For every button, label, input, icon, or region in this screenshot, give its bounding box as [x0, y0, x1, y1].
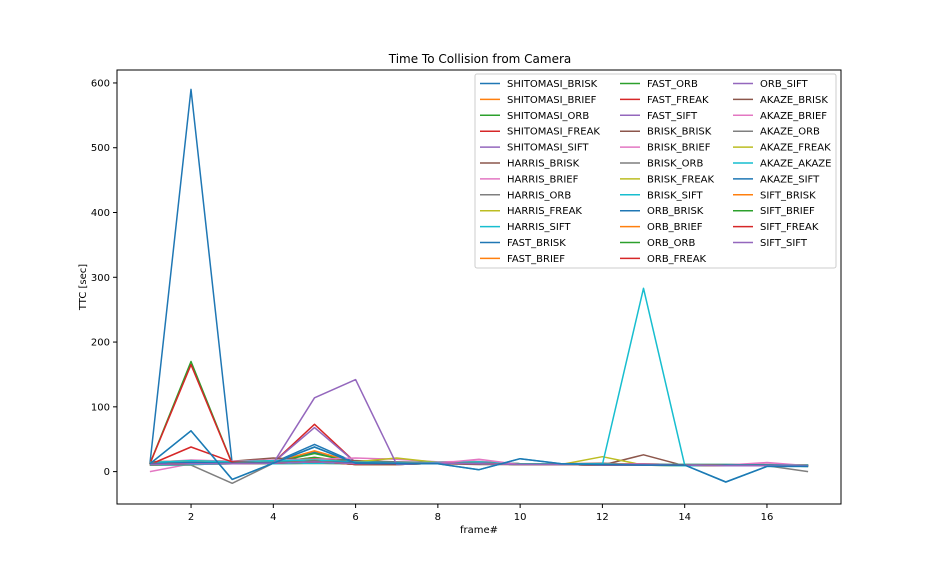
legend-entry-label: BRISK_FREAK: [647, 174, 715, 185]
x-tick-label: 6: [352, 512, 358, 523]
x-tick-label: 14: [678, 512, 691, 523]
legend-entry-label: SHITOMASI_BRIEF: [507, 95, 597, 106]
legend: SHITOMASI_BRISK SHITOMASI_BRIEF SHITOMASI_…: [474, 73, 837, 269]
legend-entry-label: AKAZE_FREAK: [760, 143, 831, 154]
legend-entry-label: BRISK_SIFT: [647, 190, 704, 201]
y-tick-label: 300: [91, 273, 110, 284]
y-tick-label: 400: [91, 208, 110, 219]
legend-entry-label: AKAZE_AKAZE: [760, 159, 831, 170]
legend-entry-label: FAST_FREAK: [647, 95, 709, 106]
legend-entry-label: BRISK_ORB: [647, 159, 703, 170]
plot-frame: [116, 69, 842, 505]
legend-entry-label: ORB_ORB: [647, 238, 695, 249]
x-tick-label: 2: [188, 512, 194, 523]
y-axis-ticks: 0 100 200 300 400 500 600: [91, 78, 117, 478]
legend-entry-label: HARRIS_FREAK: [507, 206, 582, 217]
legend-entry-label: AKAZE_BRIEF: [760, 111, 827, 122]
legend-entry-label: SIFT_BRIEF: [760, 206, 815, 217]
legend-entry-label: SHITOMASI_FREAK: [507, 127, 600, 138]
y-axis-label: TTC [sec]: [78, 264, 89, 311]
y-tick-label: 100: [91, 402, 110, 413]
chart-title: Time To Collision from Camera: [388, 52, 572, 66]
legend-entry-label: ORB_BRISK: [647, 206, 704, 217]
legend-entry-label: SIFT_BRISK: [760, 190, 816, 201]
legend-box: [474, 73, 837, 269]
legend-entry-label: BRISK_BRISK: [647, 127, 712, 138]
legend-entry-label: SHITOMASI_SIFT: [507, 143, 589, 154]
legend-entry-label: AKAZE_SIFT: [760, 174, 820, 185]
legend-entry-label: FAST_SIFT: [647, 111, 698, 122]
legend-entry-label: AKAZE_ORB: [760, 127, 820, 138]
x-tick-label: 8: [435, 512, 441, 523]
legend-entry-label: SHITOMASI_ORB: [507, 111, 589, 122]
legend-entry-label: HARRIS_BRIEF: [507, 174, 579, 185]
y-tick-label: 0: [104, 467, 110, 478]
legend-entry-label: FAST_BRISK: [507, 238, 566, 249]
legend-entry-label: ORB_FREAK: [647, 254, 707, 265]
legend-entry-label: FAST_BRIEF: [507, 254, 565, 265]
series-line-unlabeled-36: [149, 430, 809, 483]
legend-entry-label: ORB_SIFT: [760, 79, 809, 90]
x-tick-label: 16: [761, 512, 774, 523]
legend-entry-label: FAST_ORB: [647, 79, 698, 90]
y-tick-label: 500: [91, 143, 110, 154]
legend-entry-label: SIFT_FREAK: [760, 222, 819, 233]
y-tick-label: 200: [91, 338, 110, 349]
x-axis-label: frame#: [460, 525, 498, 536]
legend-entry-label: ORB_BRIEF: [647, 222, 703, 233]
series-lines: [149, 88, 809, 485]
legend-entry-label: HARRIS_BRISK: [507, 159, 580, 170]
legend-entry-label: HARRIS_SIFT: [507, 222, 571, 233]
legend-entry-label: SIFT_SIFT: [760, 238, 808, 249]
x-tick-label: 12: [596, 512, 609, 523]
y-tick-label: 600: [91, 78, 110, 89]
x-tick-label: 4: [270, 512, 276, 523]
x-axis-ticks: 2 4 6 8 10 12 14 16: [188, 504, 773, 523]
x-tick-label: 10: [514, 512, 527, 523]
legend-entry-label: AKAZE_BRISK: [760, 95, 828, 106]
legend-entry-label: SHITOMASI_BRISK: [507, 79, 598, 90]
series-line-sift-sift: [149, 461, 809, 467]
legend-entry-label: HARRIS_ORB: [507, 190, 571, 201]
legend-entry-label: BRISK_BRIEF: [647, 143, 711, 154]
